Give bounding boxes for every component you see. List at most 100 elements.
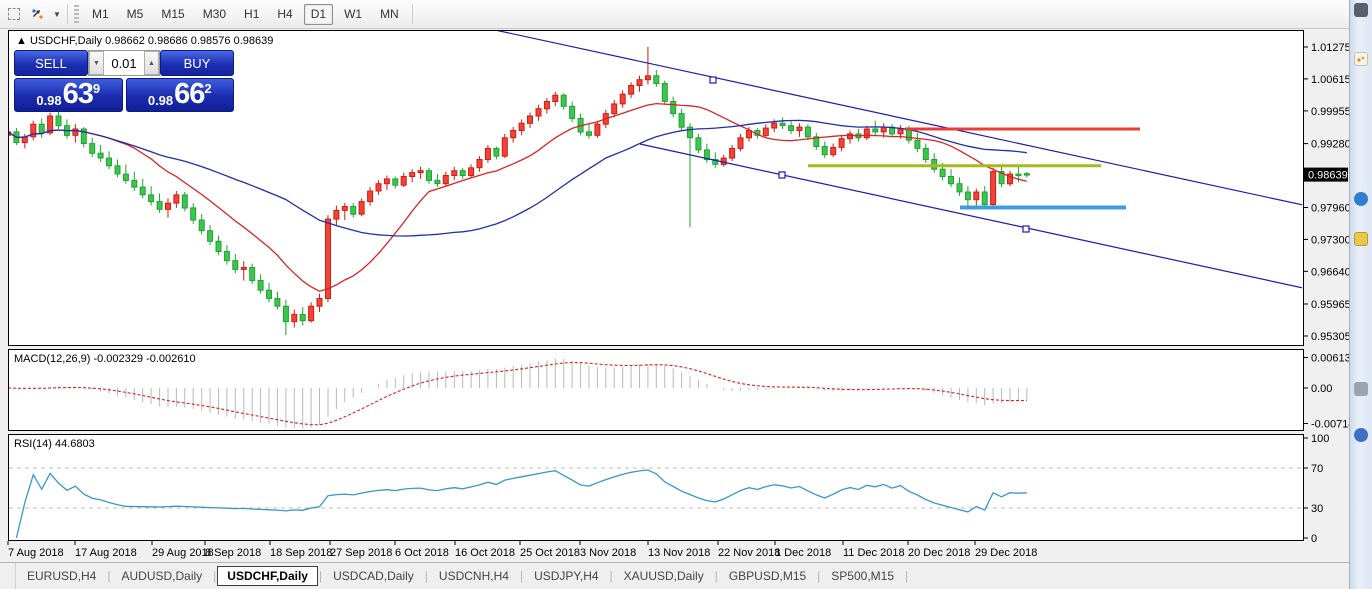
trendline-handle[interactable] xyxy=(709,76,717,84)
tab-separator: | xyxy=(714,569,718,583)
sell-price-pips: 63 xyxy=(62,78,94,110)
side-toolbar-icon xyxy=(1354,52,1368,66)
timeframe-button-m5[interactable]: M5 xyxy=(126,7,144,21)
date-axis-label: 16 Oct 2018 xyxy=(455,547,515,559)
chart-tab-usdchf[interactable]: USDCHF,Daily xyxy=(217,566,318,586)
rsi-axis-label: 100 xyxy=(1311,433,1329,445)
price-axis-label: 0.96640 xyxy=(1311,266,1349,278)
toolbar: ▼ M1 M5 M15 M30 H1 H4 D1 W1 MN xyxy=(0,0,1372,29)
right-edge-strip xyxy=(1349,0,1372,589)
price-axis-label: 0.95305 xyxy=(1311,331,1349,343)
selection-icon[interactable] xyxy=(3,3,25,25)
tab-separator: | xyxy=(609,569,613,583)
desktop-icon-globe xyxy=(1354,192,1368,206)
price-axis-label: 1.00615 xyxy=(1311,74,1349,86)
rsi-line xyxy=(15,469,1027,539)
date-axis-label: 8 Sep 2018 xyxy=(205,547,261,559)
volume-increase-button[interactable]: ▲ xyxy=(144,51,159,75)
rsi-axis-label: 70 xyxy=(1311,463,1323,475)
timeframe-button-h4[interactable]: H4 xyxy=(277,7,293,21)
tab-separator: | xyxy=(213,569,217,583)
timeframe-button-m15[interactable]: M15 xyxy=(161,7,185,21)
chart-pane[interactable] xyxy=(8,434,1304,541)
sell-price-prefix: 0.98 xyxy=(36,93,62,108)
toolbar-grip[interactable] xyxy=(74,5,79,23)
background-window-icon xyxy=(1354,3,1368,17)
macd-signal-line xyxy=(9,361,1027,426)
date-axis-label: 13 Nov 2018 xyxy=(648,547,710,559)
toolbar-separator xyxy=(67,4,68,24)
price-axis-label: 0.95965 xyxy=(1311,299,1349,311)
timeframe-button-h1[interactable]: H1 xyxy=(244,7,260,21)
current-price-text: 0.98639 xyxy=(1308,170,1348,182)
chart-tab-xauusd[interactable]: XAUUSD,Daily xyxy=(623,569,704,583)
date-axis-label: 7 Aug 2018 xyxy=(8,547,64,559)
channel-upper[interactable] xyxy=(495,30,1303,206)
rsi-axis-label: 30 xyxy=(1311,503,1323,515)
date-axis-label: 22 Nov 2018 xyxy=(718,547,780,559)
chart-tab-usdcnh[interactable]: USDCNH,H4 xyxy=(438,569,509,583)
price-axis-label: 0.97960 xyxy=(1311,203,1349,215)
dropdown-caret-icon[interactable]: ▼ xyxy=(53,9,61,19)
sell-price-display[interactable]: 0.98 63 9 xyxy=(14,78,123,112)
date-axis-label: 18 Sep 2018 xyxy=(270,547,332,559)
chart-tab-eurusd[interactable]: EURUSD,H4 xyxy=(27,569,97,583)
buy-button[interactable]: BUY xyxy=(160,50,234,76)
toolbar-separator xyxy=(411,4,413,24)
buy-price-point: 2 xyxy=(204,81,212,96)
price-axis-label: 0.99280 xyxy=(1311,139,1349,151)
date-axis-label: 27 Sep 2018 xyxy=(330,547,392,559)
trendline-handle[interactable] xyxy=(778,171,786,179)
chart-pane[interactable] xyxy=(8,349,1304,431)
price-axis-label: 0.97300 xyxy=(1311,234,1349,246)
date-axis-label: 29 Aug 2018 xyxy=(152,547,214,559)
timeframe-button-m1[interactable]: M1 xyxy=(92,7,109,21)
chart-tab-gbpusd[interactable]: GBPUSD,M15 xyxy=(728,569,807,583)
macd-axis-label: -0.007142 xyxy=(1311,419,1349,431)
price-axis-label: 0.99955 xyxy=(1311,106,1349,118)
date-axis-label: 20 Dec 2018 xyxy=(908,547,970,559)
timeframe-button-w1[interactable]: W1 xyxy=(344,7,363,21)
macd-axis-label: 0.006137 xyxy=(1311,353,1349,365)
volume-decrease-button[interactable]: ▼ xyxy=(89,51,104,75)
timeframe-button-d1[interactable]: D1 xyxy=(303,3,334,25)
one-click-trading-widget: SELL ▼ 0.01 ▲ BUY 0.98 63 9 0.98 66 2 xyxy=(14,50,234,112)
buy-price-display[interactable]: 0.98 66 2 xyxy=(125,78,234,112)
tab-separator: | xyxy=(905,569,909,583)
buy-price-prefix: 0.98 xyxy=(147,93,174,108)
chart-tab-usdjpy[interactable]: USDJPY,H4 xyxy=(534,569,599,583)
buy-price-pips: 66 xyxy=(174,78,205,110)
date-axis-label: 17 Aug 2018 xyxy=(75,547,137,559)
date-axis-label: 29 Dec 2018 xyxy=(975,547,1037,559)
tab-separator: | xyxy=(107,569,111,583)
channel-lower[interactable] xyxy=(639,143,1303,289)
timeframe-button-m30[interactable]: M30 xyxy=(202,7,227,21)
timeframe-button-mn[interactable]: MN xyxy=(380,7,399,21)
macd-pane-label: MACD(12,26,9) -0.002329 -0.002610 xyxy=(14,353,196,365)
date-axis-label: 6 Oct 2018 xyxy=(395,547,449,559)
tab-scroll-corner[interactable] xyxy=(0,563,16,589)
date-axis-label: 1 Dec 2018 xyxy=(775,547,831,559)
macd-axis-label: 0.00 xyxy=(1311,383,1332,395)
current-price-tag xyxy=(1304,167,1348,182)
rsi-pane-label: RSI(14) 44.6803 xyxy=(14,438,95,450)
volume-box: ▼ 0.01 ▲ xyxy=(88,50,160,76)
chart-tab-sp500[interactable]: SP500,M15 xyxy=(831,569,895,583)
chart-tab-audusd[interactable]: AUDUSD,Daily xyxy=(121,569,203,583)
crosshair-icon[interactable] xyxy=(27,3,49,25)
chart-pane-title: ▲ USDCHF,Daily 0.98662 0.98686 0.98576 0… xyxy=(16,35,273,47)
date-axis-label: 11 Dec 2018 xyxy=(843,547,905,559)
chart-canvas[interactable]: ▲ USDCHF,Daily 0.98662 0.98686 0.98576 0… xyxy=(0,29,1349,562)
chart-tab-usdcad[interactable]: USDCAD,Daily xyxy=(333,569,414,583)
date-axis-label: 25 Oct 2018 xyxy=(520,547,580,559)
rsi-axis-label: 0 xyxy=(1311,533,1317,545)
sell-button[interactable]: SELL xyxy=(14,50,88,76)
volume-input[interactable]: 0.01 xyxy=(111,55,137,71)
sell-price-point: 9 xyxy=(92,81,101,96)
price-axis-label: 1.01275 xyxy=(1311,42,1349,54)
ma-fast-line xyxy=(9,102,1027,292)
desktop-icon-blue xyxy=(1354,428,1368,442)
tab-separator: | xyxy=(424,569,428,583)
trendline-handle[interactable] xyxy=(1022,225,1030,233)
chart-tab-bar: EURUSD,H4 | AUDUSD,Daily | USDCHF,Daily | USDC… xyxy=(0,562,1349,589)
